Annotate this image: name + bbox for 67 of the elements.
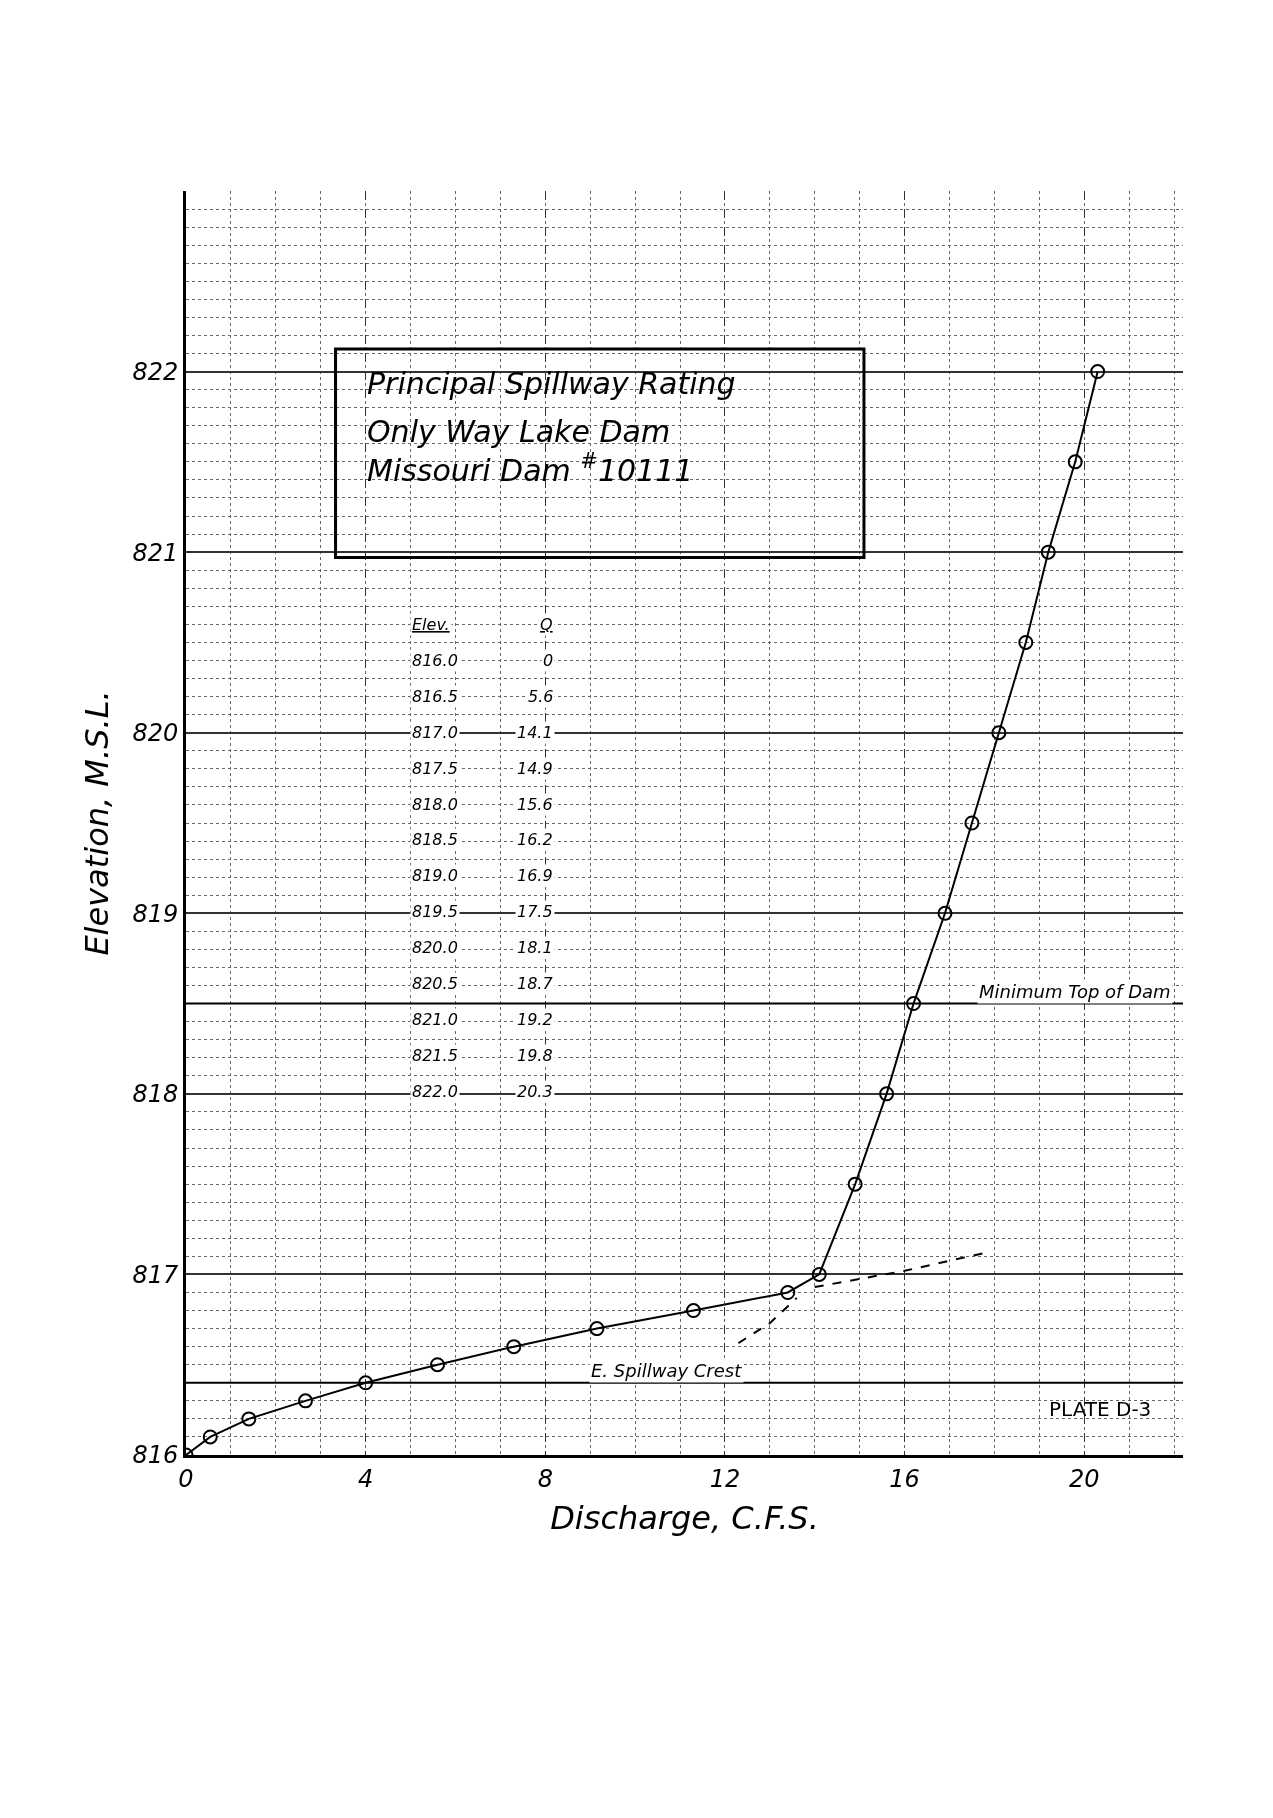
annotation: 19.8 [517, 1046, 553, 1065]
annotation: 817.5 [412, 759, 458, 778]
annotation: Q [540, 615, 553, 634]
annotation: 5.6 [528, 687, 554, 706]
point [1018, 634, 1034, 650]
point [685, 1303, 701, 1319]
point [589, 1321, 605, 1337]
point [241, 1411, 257, 1427]
annotation: PLATE D-3 [1049, 1397, 1152, 1421]
point [358, 1375, 374, 1391]
annotation: 818.5 [412, 830, 458, 849]
x-tick-label: 8 [537, 1464, 553, 1493]
x-axis-title: Discharge, C.F.S. [550, 1498, 819, 1537]
point [506, 1339, 522, 1355]
y-tick-label: 817 [132, 1260, 179, 1289]
annotation: 18.1 [517, 938, 553, 957]
annotation: 820.5 [412, 974, 458, 993]
annotation: 16.2 [517, 830, 553, 849]
annotation: 820.0 [412, 938, 458, 957]
point [297, 1393, 313, 1409]
point [780, 1284, 796, 1300]
y-tick-label: 821 [132, 538, 179, 567]
annotation: 821.0 [412, 1010, 458, 1029]
point [879, 1086, 895, 1102]
point [811, 1266, 827, 1282]
annotation: 0 [543, 651, 554, 670]
y-tick-label: 820 [132, 719, 179, 748]
point [202, 1429, 218, 1445]
x-tick-label: 4 [358, 1464, 374, 1493]
annotation: 18.7 [517, 974, 554, 993]
point [1067, 454, 1083, 470]
point [937, 905, 953, 921]
annotation: 822.0 [412, 1082, 458, 1101]
annotation: 819.0 [412, 866, 458, 885]
ref-line-label: Minimum Top of Dam [979, 981, 1171, 1002]
point [1090, 364, 1106, 380]
y-tick-label: 822 [132, 357, 179, 386]
annotation: 816.5 [412, 687, 458, 706]
y-axis-title: Elevation, M.S.L. [77, 690, 116, 956]
y-tick-label: 819 [132, 899, 179, 928]
point [964, 815, 980, 831]
annotation: 17.5 [517, 902, 553, 921]
annotation: Elev. [412, 615, 450, 634]
x-tick-label: 16 [889, 1464, 920, 1493]
x-tick-label: 20 [1068, 1464, 1100, 1493]
point [906, 996, 922, 1012]
ref-line-label: E. Spillway Crest [591, 1360, 743, 1381]
point [1040, 544, 1056, 560]
point [991, 725, 1007, 741]
annotation: 16.9 [517, 866, 553, 885]
annotation: 15.6 [517, 795, 553, 814]
annotation: 816.0 [412, 651, 458, 670]
point [430, 1357, 445, 1373]
annotation: 819.5 [412, 902, 458, 921]
annotation: 821.5 [412, 1046, 458, 1065]
x-tick-label: 0 [178, 1464, 194, 1493]
annotation: 14.9 [517, 759, 553, 778]
text: Principal Spillway Rating [367, 366, 736, 401]
y-tick-label: 816 [132, 1441, 179, 1470]
annotation: 817.0 [412, 723, 458, 742]
x-tick-label: 12 [709, 1464, 741, 1493]
annotation: 19.2 [517, 1010, 553, 1029]
y-tick-label: 818 [132, 1080, 179, 1109]
annotation: 818.0 [412, 795, 458, 814]
point [847, 1176, 863, 1192]
annotation: 20.3 [517, 1082, 553, 1101]
annotation: 14.1 [517, 723, 553, 742]
